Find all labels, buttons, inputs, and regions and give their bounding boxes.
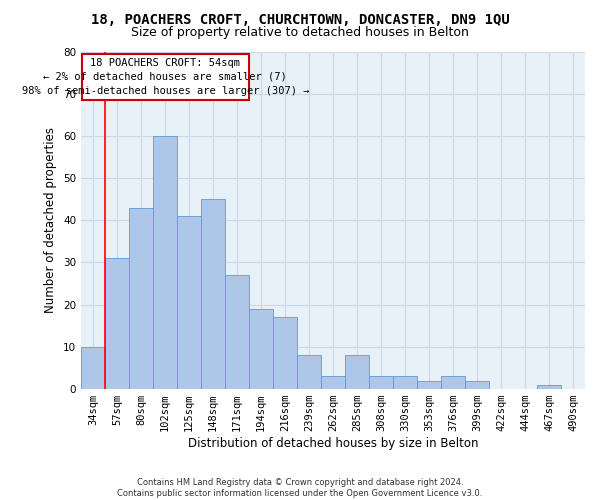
Bar	[201, 199, 225, 389]
Y-axis label: Number of detached properties: Number of detached properties	[44, 128, 58, 314]
Bar	[153, 136, 177, 389]
Bar	[177, 216, 201, 389]
Bar	[465, 380, 489, 389]
Bar	[225, 275, 249, 389]
Bar	[369, 376, 393, 389]
Bar	[273, 318, 297, 389]
Bar	[297, 356, 321, 389]
Bar	[537, 385, 561, 389]
Bar	[393, 376, 417, 389]
Bar	[321, 376, 345, 389]
Bar	[81, 347, 105, 389]
Bar	[441, 376, 465, 389]
Text: Contains HM Land Registry data © Crown copyright and database right 2024.
Contai: Contains HM Land Registry data © Crown c…	[118, 478, 482, 498]
Bar	[417, 380, 441, 389]
Bar	[105, 258, 129, 389]
X-axis label: Distribution of detached houses by size in Belton: Distribution of detached houses by size …	[188, 437, 478, 450]
Text: Size of property relative to detached houses in Belton: Size of property relative to detached ho…	[131, 26, 469, 39]
Bar	[129, 208, 153, 389]
Text: 18 POACHERS CROFT: 54sqm
← 2% of detached houses are smaller (7)
98% of semi-det: 18 POACHERS CROFT: 54sqm ← 2% of detache…	[22, 58, 309, 96]
Bar	[249, 309, 273, 389]
Text: 18, POACHERS CROFT, CHURCHTOWN, DONCASTER, DN9 1QU: 18, POACHERS CROFT, CHURCHTOWN, DONCASTE…	[91, 12, 509, 26]
Bar	[345, 356, 369, 389]
FancyBboxPatch shape	[82, 54, 249, 100]
